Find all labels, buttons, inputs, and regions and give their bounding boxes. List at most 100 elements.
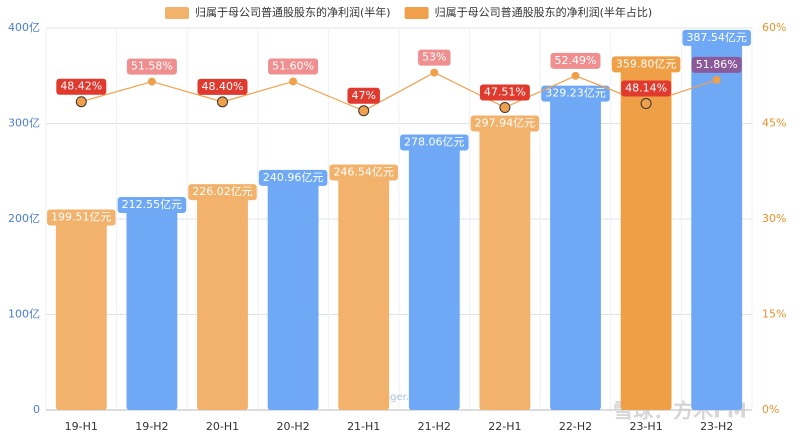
bar-label-text: 212.55亿元 <box>122 198 183 211</box>
line-point <box>147 77 156 86</box>
bar-label-text: 359.80亿元 <box>616 57 677 70</box>
bar-label-text: 246.54亿元 <box>333 166 394 179</box>
line-label-box <box>268 58 319 75</box>
line-label-box <box>126 58 177 75</box>
line <box>81 71 717 112</box>
line-point <box>430 68 439 77</box>
bar <box>479 125 531 411</box>
legend-label: 归属于母公司普通股股东的净利润(半年) <box>195 5 391 19</box>
y-tick-label: 400亿 <box>8 21 40 34</box>
bar-label-box <box>682 29 751 46</box>
bar-label-box <box>47 209 116 226</box>
y-tick-label: 100亿 <box>8 308 40 321</box>
bar-label-box <box>470 115 540 132</box>
x-tick-label: 20-H1 <box>206 420 239 433</box>
line-label-box <box>347 87 380 104</box>
y2-tick-label: 45% <box>762 117 786 130</box>
y2-tick-label: 0% <box>762 403 779 416</box>
bar-label-text: 387.54亿元 <box>686 31 747 44</box>
bar <box>620 66 672 411</box>
bar-label-text: 278.06亿元 <box>404 135 465 148</box>
line-label-text: 53% <box>422 51 446 64</box>
line-label-text: 48.40% <box>202 80 244 93</box>
bar-label: 199.51亿元 <box>47 209 116 226</box>
bar <box>197 194 248 410</box>
line-label-text: 47% <box>351 89 375 102</box>
line-label-text: 51.86% <box>696 58 738 71</box>
bar-label: 359.80亿元 <box>611 56 681 73</box>
bar-label: 387.54亿元 <box>682 29 751 46</box>
line-label-text: 48.42% <box>60 80 102 93</box>
line-label: 48.40% <box>197 78 248 95</box>
line-label-box <box>621 80 672 97</box>
bar-label-box <box>117 197 187 214</box>
line-point <box>217 96 228 108</box>
x-tick-label: 23-H2 <box>700 420 733 433</box>
bar-label: 212.55亿元 <box>117 197 187 214</box>
line-point <box>358 105 370 117</box>
line-label-box <box>56 78 107 95</box>
bar-label: 246.54亿元 <box>329 164 398 181</box>
line-label: 51.86% <box>691 56 742 73</box>
bar-label-box <box>400 134 469 151</box>
legend-swatch <box>404 7 429 19</box>
line-point <box>571 71 580 80</box>
y2-tick-label: 60% <box>762 21 786 34</box>
line-label-text: 51.60% <box>272 59 314 72</box>
bar-label: 329.23亿元 <box>541 85 610 102</box>
line-label: 51.58% <box>126 58 177 75</box>
y-tick-label: 300亿 <box>8 117 40 130</box>
line-label-text: 47.51% <box>484 86 526 99</box>
bar-label-text: 199.51亿元 <box>51 210 112 223</box>
x-tick-label: 22-H2 <box>559 420 592 433</box>
line-label-box <box>550 52 601 69</box>
x-tick-label: 19-H2 <box>135 420 168 433</box>
x-tick-label: 22-H1 <box>488 420 521 433</box>
bar-label: 226.02亿元 <box>188 184 257 201</box>
bar <box>338 174 390 410</box>
line-label-box <box>479 84 530 101</box>
line-point <box>712 75 721 84</box>
bar-label-box <box>541 85 610 102</box>
line-label: 48.14% <box>621 80 672 97</box>
bar <box>691 39 743 411</box>
line-label: 47.51% <box>479 84 530 101</box>
line-label: 51.60% <box>268 58 319 75</box>
y-tick-label: 200亿 <box>8 212 40 225</box>
line-label-text: 48.14% <box>625 82 667 95</box>
y-tick-label: 0 <box>33 403 40 416</box>
bar <box>267 179 319 410</box>
line-point <box>289 77 298 86</box>
line-point <box>75 96 87 108</box>
y2-tick-label: 30% <box>762 212 786 225</box>
x-tick-label: 21-H1 <box>347 420 380 433</box>
legend-swatch <box>165 7 189 19</box>
x-tick-label: 19-H1 <box>65 420 98 433</box>
bar <box>55 219 107 410</box>
bar-label-text: 226.02亿元 <box>192 185 253 198</box>
bar-label-box <box>258 169 328 186</box>
y2-tick-label: 15% <box>762 308 786 321</box>
x-tick-label: 21-H2 <box>418 420 451 433</box>
line-point <box>640 98 652 110</box>
bar-label-text: 329.23亿元 <box>545 87 606 100</box>
line-label: 53% <box>418 49 451 66</box>
bar-label-box <box>329 164 398 181</box>
bar <box>550 95 601 410</box>
line-label-box <box>691 56 742 73</box>
line-label: 52.49% <box>550 52 601 69</box>
x-tick-label: 20-H2 <box>276 420 309 433</box>
bar <box>126 207 178 410</box>
bar-label-text: 240.96亿元 <box>263 171 324 184</box>
watermark: lixinger.com <box>370 392 431 403</box>
bar-label: 240.96亿元 <box>258 169 328 186</box>
bar-label: 297.94亿元 <box>470 115 540 132</box>
legend-label: 归属于母公司普通股股东的净利润(半年占比) <box>435 5 653 19</box>
line-label: 48.42% <box>56 78 107 95</box>
bar <box>408 144 460 410</box>
bar-label-box <box>611 56 681 73</box>
line-label: 47% <box>347 87 380 104</box>
line-label-text: 52.49% <box>555 54 597 67</box>
line-label-box <box>418 49 451 66</box>
